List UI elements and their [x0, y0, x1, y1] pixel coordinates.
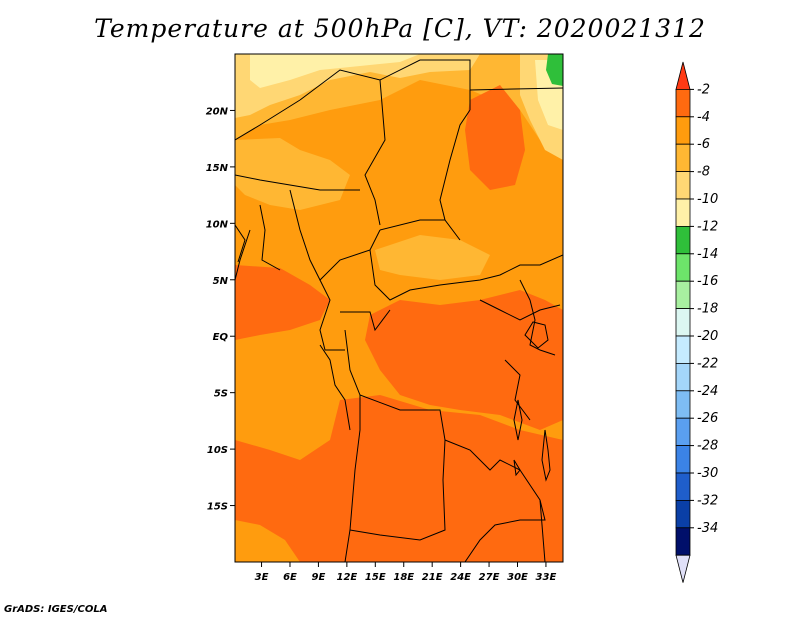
x-tick-label: 3E	[255, 572, 269, 583]
colorbar-swatch	[675, 116, 691, 145]
colorbar-top-arrow	[675, 61, 691, 90]
colorbar-label: -16	[697, 274, 718, 289]
y-axis: 20N 15N 10N 5N EQ 5S 10S 15S	[206, 106, 235, 513]
colorbar-label: -30	[697, 466, 718, 481]
x-tick-label: 21E	[422, 572, 443, 583]
colorbar-label: -26	[697, 411, 718, 426]
colorbar-label: -24	[697, 384, 718, 399]
colorbar-label: -34	[697, 521, 718, 536]
y-tick-label: 10S	[207, 445, 228, 456]
grads-credit: GrADS: IGES/COLA	[4, 604, 108, 615]
y-tick-label: 20N	[206, 106, 229, 117]
colorbar-label: -12	[697, 219, 718, 234]
colorbar-swatch	[675, 390, 691, 419]
colorbar-label: -22	[697, 356, 718, 371]
x-tick-label: 6E	[283, 572, 297, 583]
colorbar-swatch	[675, 198, 691, 227]
colorbar-swatch	[675, 89, 691, 118]
temperature-field	[235, 54, 563, 562]
y-tick-label: 10N	[206, 219, 229, 230]
x-tick-label: 9E	[312, 572, 326, 583]
colorbar-label: -18	[697, 302, 718, 317]
x-tick-label: 15E	[365, 572, 386, 583]
plot-frame	[234, 53, 564, 563]
x-tick-label: 24E	[450, 572, 471, 583]
colorbar-swatch	[675, 225, 691, 255]
field-ne-green	[546, 54, 563, 86]
colorbar-label: -14	[697, 247, 718, 262]
y-tick-label: 5S	[214, 389, 228, 400]
colorbar-label: -2	[697, 82, 710, 97]
colorbar-label: -10	[697, 192, 718, 207]
coastline	[235, 224, 351, 431]
country-borders	[235, 59, 563, 562]
colorbar-swatch	[675, 362, 691, 392]
colorbar-swatch	[675, 253, 691, 282]
x-tick-label: 12E	[336, 572, 357, 583]
x-tick-label: 30E	[507, 572, 528, 583]
colorbar-label: -6	[697, 137, 710, 152]
chart-title: Temperature at 500hPa [C], VT: 202002131…	[94, 14, 706, 43]
colorbar-label: -32	[697, 493, 718, 508]
y-tick-label: EQ	[213, 332, 229, 343]
colorbar-swatch	[675, 472, 691, 501]
x-tick-label: 18E	[393, 572, 414, 583]
field-north-cream	[250, 54, 420, 88]
field-congo-dark	[365, 290, 563, 430]
field-sudan-dark	[465, 85, 525, 190]
x-axis: 3E 6E 9E 12E 15E 18E 21E 24E 27E 30E 33E	[255, 562, 557, 583]
colorbar-swatch	[675, 417, 691, 447]
colorbar-swatch	[675, 499, 691, 529]
colorbar-swatch	[675, 308, 691, 337]
field-gulf-dark	[235, 265, 330, 340]
y-tick-label: 5N	[213, 276, 229, 287]
colorbar-swatch	[675, 335, 691, 364]
colorbar-swatch	[675, 445, 691, 474]
x-tick-label: 33E	[536, 572, 557, 583]
colorbar-label: -4	[697, 110, 710, 125]
colorbar-swatch	[675, 171, 691, 200]
colorbar-swatch	[675, 527, 691, 556]
colorbar-label: -28	[697, 439, 718, 454]
colorbar-swatch	[675, 280, 691, 310]
field-west-light	[235, 138, 350, 210]
colorbar-swatch	[675, 143, 691, 172]
colorbar-bottom-arrow	[675, 554, 691, 583]
field-central-light	[375, 235, 490, 280]
colorbar-label: -8	[697, 165, 710, 180]
colorbar-label: -20	[697, 329, 718, 344]
y-tick-label: 15S	[207, 502, 228, 513]
x-tick-label: 27E	[479, 572, 500, 583]
colorbar: -2 -4 -6 -8 -10 -12 -14 -16 -18 -20 -22 -24 -26 -28 -3…	[675, 61, 718, 583]
lakes	[513, 321, 551, 482]
y-tick-label: 15N	[206, 163, 229, 174]
field-sw-light	[235, 520, 300, 562]
